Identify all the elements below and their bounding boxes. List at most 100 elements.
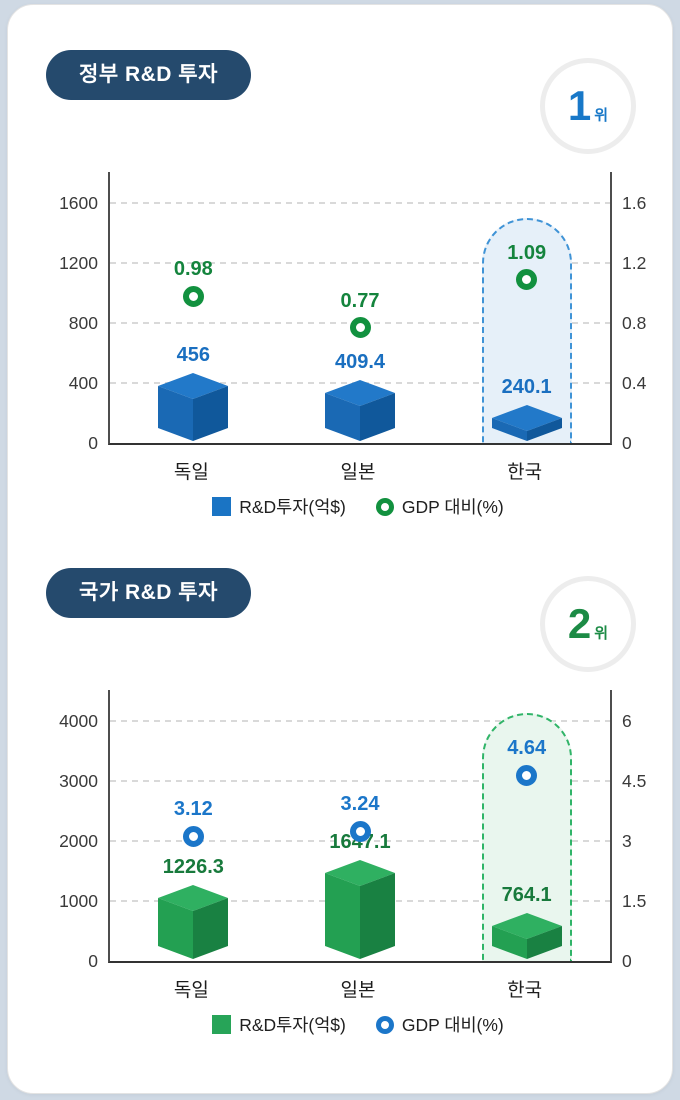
legend-item: R&D투자(억$) [212,494,346,519]
legend: R&D투자(억$) GDP 대비(%) [108,494,608,519]
left-axis-tick: 4000 [59,711,98,731]
rank-badge: 2 위 [540,576,636,672]
gdp-ratio-marker [516,269,538,290]
gdp-ratio-marker [182,825,204,847]
bar-left-face [491,418,527,441]
marker-value-label: 0.77 [340,289,380,312]
bar-3d-svg [325,380,395,441]
legend-label: GDP 대비(%) [401,497,504,517]
plot-area: 0 1000 2000 3000 4000 0 1.5 3 4.5 6 1226.3 3.12 1647… [59,690,646,971]
legend-bar-swatch [212,1015,232,1034]
legend-item: GDP 대비(%) [375,494,504,519]
left-axis-tick: 400 [68,373,98,393]
rank-number: 1 [567,82,592,129]
category-label: 일본 [340,980,376,1001]
gridline [110,780,610,782]
marker-value-label: 4.64 [507,737,547,760]
rank-suffix: 위 [594,624,609,642]
legend-label: R&D투자(억$) [239,497,346,517]
category-label: 독일 [173,980,209,1001]
section-government-rd: 정부 R&D 투자 1 위 0 400 800 1200 1600 0 0.4 0.8 1.2 1… [0,0,680,540]
left-axis-tick: 1000 [59,891,98,911]
bar-right-face [193,898,229,959]
legend-bar-swatch [212,497,232,516]
bar-right-face [360,393,395,441]
right-axis-tick: 1.6 [622,193,647,213]
category-label: 한국 [507,980,543,1001]
bar-3d [491,913,562,959]
right-axis-tick: 0.8 [622,313,647,333]
marker-value-label: 0.98 [173,258,213,280]
section-national-rd: 국가 R&D 투자 2 위 0 1000 2000 3000 4000 0 1.5 3 4.5 6… [0,518,680,1058]
marker-value-label: 1.09 [507,241,547,264]
legend-label: GDP 대비(%) [401,1015,504,1035]
legend: R&D투자(억$) GDP 대비(%) [108,1012,608,1037]
right-axis-tick: 6 [622,711,632,731]
left-axis-tick: 3000 [59,771,98,791]
category-label: 한국 [507,462,543,483]
bar-value-label: 409.4 [334,351,386,373]
left-axis-tick: 2000 [59,831,98,851]
bar-left-face [325,873,360,959]
bar-left-face [158,898,194,959]
bar-3d [491,405,562,441]
left-axis-tick: 800 [68,313,98,333]
bar-left-face [158,386,194,441]
bar-value-label: 240.1 [501,376,552,398]
bar-3d-svg [158,373,229,441]
bar-right-face [526,418,562,441]
left-axis-tick: 1200 [59,253,98,273]
legend-item: R&D투자(억$) [212,1012,346,1037]
bar-3d-svg [325,860,395,959]
bar-3d-svg [491,405,562,441]
legend-marker-icon [375,497,394,516]
right-axis-tick: 1.2 [622,253,647,273]
gdp-ratio-marker [349,317,371,338]
right-axis-tick: 0.4 [622,373,647,393]
left-axis-tick: 1600 [59,193,98,213]
bar-3d [325,860,395,959]
gridline [110,262,610,264]
left-axis-tick: 0 [88,433,98,453]
plot-area: 0 400 800 1200 1600 0 0.4 0.8 1.2 1.6 456 0.98 409.4… [59,172,646,453]
legend-marker-icon [375,1015,394,1034]
bar-3d-svg [158,885,229,959]
gridline [110,720,610,722]
category-axis: 독일 일본 한국 [108,975,608,1001]
legend-label: R&D투자(억$) [239,1015,346,1035]
bar-3d [158,373,229,441]
bar-left-face [491,926,527,959]
chart-title-pill: 국가 R&D 투자 [46,568,251,618]
bar-value-label: 764.1 [501,884,552,906]
marker-value-label: 3.24 [340,793,380,816]
gdp-ratio-marker [182,285,204,307]
gridline [110,202,610,204]
bar-value-label: 456 [176,344,211,366]
gdp-ratio-marker [516,764,538,786]
right-axis-tick: 1.5 [622,891,647,911]
category-label: 독일 [173,462,209,483]
bar-value-label: 1226.3 [162,856,224,878]
rank-badge: 1 위 [540,58,636,154]
bar-3d [325,380,395,441]
chart-title-pill: 정부 R&D 투자 [46,50,251,100]
bar-right-face [193,386,229,441]
rank-suffix: 위 [594,106,609,124]
right-axis-tick: 4.5 [622,771,647,791]
bar-3d-svg [491,913,562,959]
category-axis: 독일 일본 한국 [108,457,608,483]
bar-value-label: 1647.1 [329,831,391,853]
rank-number: 2 [567,600,592,647]
bar-left-face [325,393,360,441]
bar-right-face [526,926,562,959]
legend-item: GDP 대비(%) [375,1012,504,1037]
gdp-ratio-marker [349,820,371,842]
right-axis-tick: 0 [622,951,632,971]
bar-right-face [360,873,395,959]
category-label: 일본 [340,462,376,483]
left-axis-tick: 0 [88,951,98,971]
right-axis-tick: 3 [622,831,632,851]
bar-3d [158,885,229,959]
right-axis-tick: 0 [622,433,632,453]
